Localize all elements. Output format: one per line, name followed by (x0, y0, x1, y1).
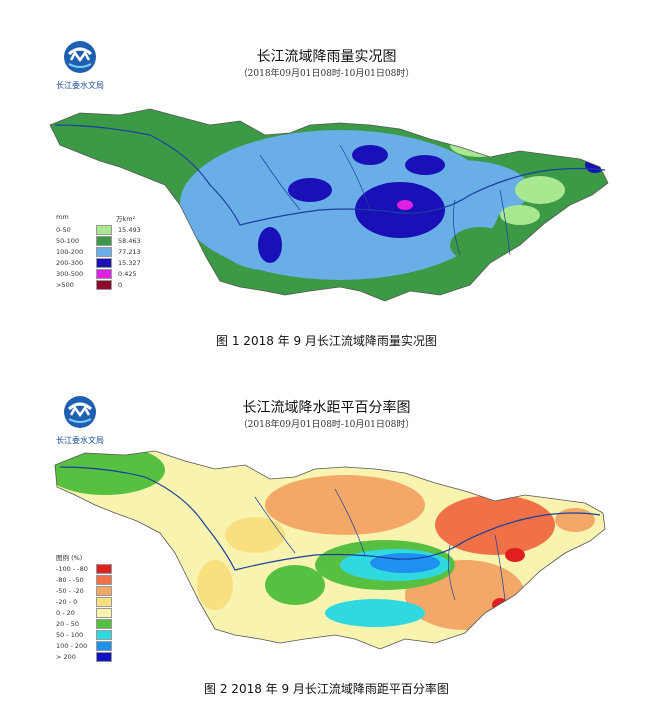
legend-value: 15.327 (118, 258, 141, 267)
org-name: 长江委水文局 (56, 81, 104, 90)
legend-swatch (96, 618, 112, 629)
legend-label: -20 - 0 (56, 597, 78, 606)
figure1-title: 长江流域降雨量实况图 (256, 49, 397, 65)
legend-row: 100 - 200 (56, 640, 118, 651)
legend-value: 0.425 (118, 269, 137, 278)
legend-label: 50-100 (56, 236, 80, 245)
hydrology-logo-icon (64, 396, 96, 428)
legend-swatch (96, 563, 112, 574)
yangtze-river (54, 124, 606, 226)
legend-row: > 200 (56, 651, 118, 662)
legend-swatch (96, 574, 112, 585)
hydrology-logo-icon (64, 41, 96, 73)
legend-swatch (96, 629, 112, 640)
legend-value: 58.463 (118, 236, 141, 245)
legend-swatch (96, 596, 112, 607)
legend-swatch (96, 257, 112, 268)
legend-swatch (96, 235, 112, 246)
rainfall-map (49, 108, 609, 302)
figure1-caption: 图 1 2018 年 9 月长江流域降雨量实况图 (216, 334, 437, 348)
legend-label: -100 - -80 (56, 564, 88, 573)
legend-swatch (96, 246, 112, 257)
figure2-subtitle: （2018年09月01日08时-10月01日08时） (238, 420, 415, 430)
figure2-caption: 图 2 2018 年 9 月长江流域降雨距平百分率图 (204, 682, 449, 696)
legend-label: 100-200 (56, 247, 84, 256)
legend-swatch (96, 640, 112, 651)
legend-unit-left: mm (56, 213, 69, 221)
figure1-subtitle: （2018年09月01日08时-10月01日08时） (238, 69, 415, 79)
legend-label: 20 - 50 (56, 619, 80, 628)
legend-row: -80 - -50 (56, 574, 118, 585)
legend-label: 0-50 (56, 225, 71, 234)
precipitation-anomaly-map (54, 450, 606, 650)
anomaly-legend: 图例 (%) -100 - -80 -80 - -50 -50 - -20 -2… (56, 552, 118, 662)
legend-value: 77.213 (118, 247, 141, 256)
legend-row: -20 - 0 (56, 596, 118, 607)
legend-row: -50 - -20 (56, 585, 118, 596)
legend-row: 50-100 58.463 (56, 235, 148, 246)
legend-label: > 200 (56, 652, 76, 661)
legend-row: 200-300 15.327 (56, 257, 148, 268)
legend-label: 100 - 200 (56, 641, 88, 650)
legend-row: 300-500 0.425 (56, 268, 148, 279)
legend-label: -80 - -50 (56, 575, 84, 584)
legend-label: >500 (56, 280, 74, 289)
legend-label: 50 - 100 (56, 630, 84, 639)
legend-row: 0-50 15.493 (56, 224, 148, 235)
org-name: 长江委水文局 (56, 436, 104, 445)
legend-swatch (96, 224, 112, 235)
legend-label: 0 - 20 (56, 608, 75, 617)
legend-label: -50 - -20 (56, 586, 84, 595)
legend-unit-right: 万km² (116, 215, 136, 223)
rainfall-legend: mm 万km² 0-50 15.493 50-100 58.463 100-20… (56, 213, 148, 290)
figure2-title: 长江流域降水距平百分率图 (242, 400, 411, 416)
yangtze-river (59, 466, 601, 571)
legend-swatch (96, 585, 112, 596)
legend-header: 图例 (%) (56, 554, 83, 562)
anomaly-fill (55, 451, 605, 649)
legend-row: >500 0 (56, 279, 148, 290)
legend-swatch (96, 268, 112, 279)
legend-swatch (96, 607, 112, 618)
legend-row: -100 - -80 (56, 563, 118, 574)
legend-row: 100-200 77.213 (56, 246, 148, 257)
legend-swatch (96, 651, 112, 662)
legend-row: 50 - 100 (56, 629, 118, 640)
org-logo: 长江委水文局 (50, 395, 110, 446)
legend-label: 300-500 (56, 269, 84, 278)
legend-value: 0 (118, 280, 123, 289)
legend-label: 200-300 (56, 258, 84, 267)
legend-swatch (96, 279, 112, 290)
legend-row: 0 - 20 (56, 607, 118, 618)
legend-row: 20 - 50 (56, 618, 118, 629)
legend-value: 15.493 (118, 225, 141, 234)
org-logo: 长江委水文局 (50, 40, 110, 91)
